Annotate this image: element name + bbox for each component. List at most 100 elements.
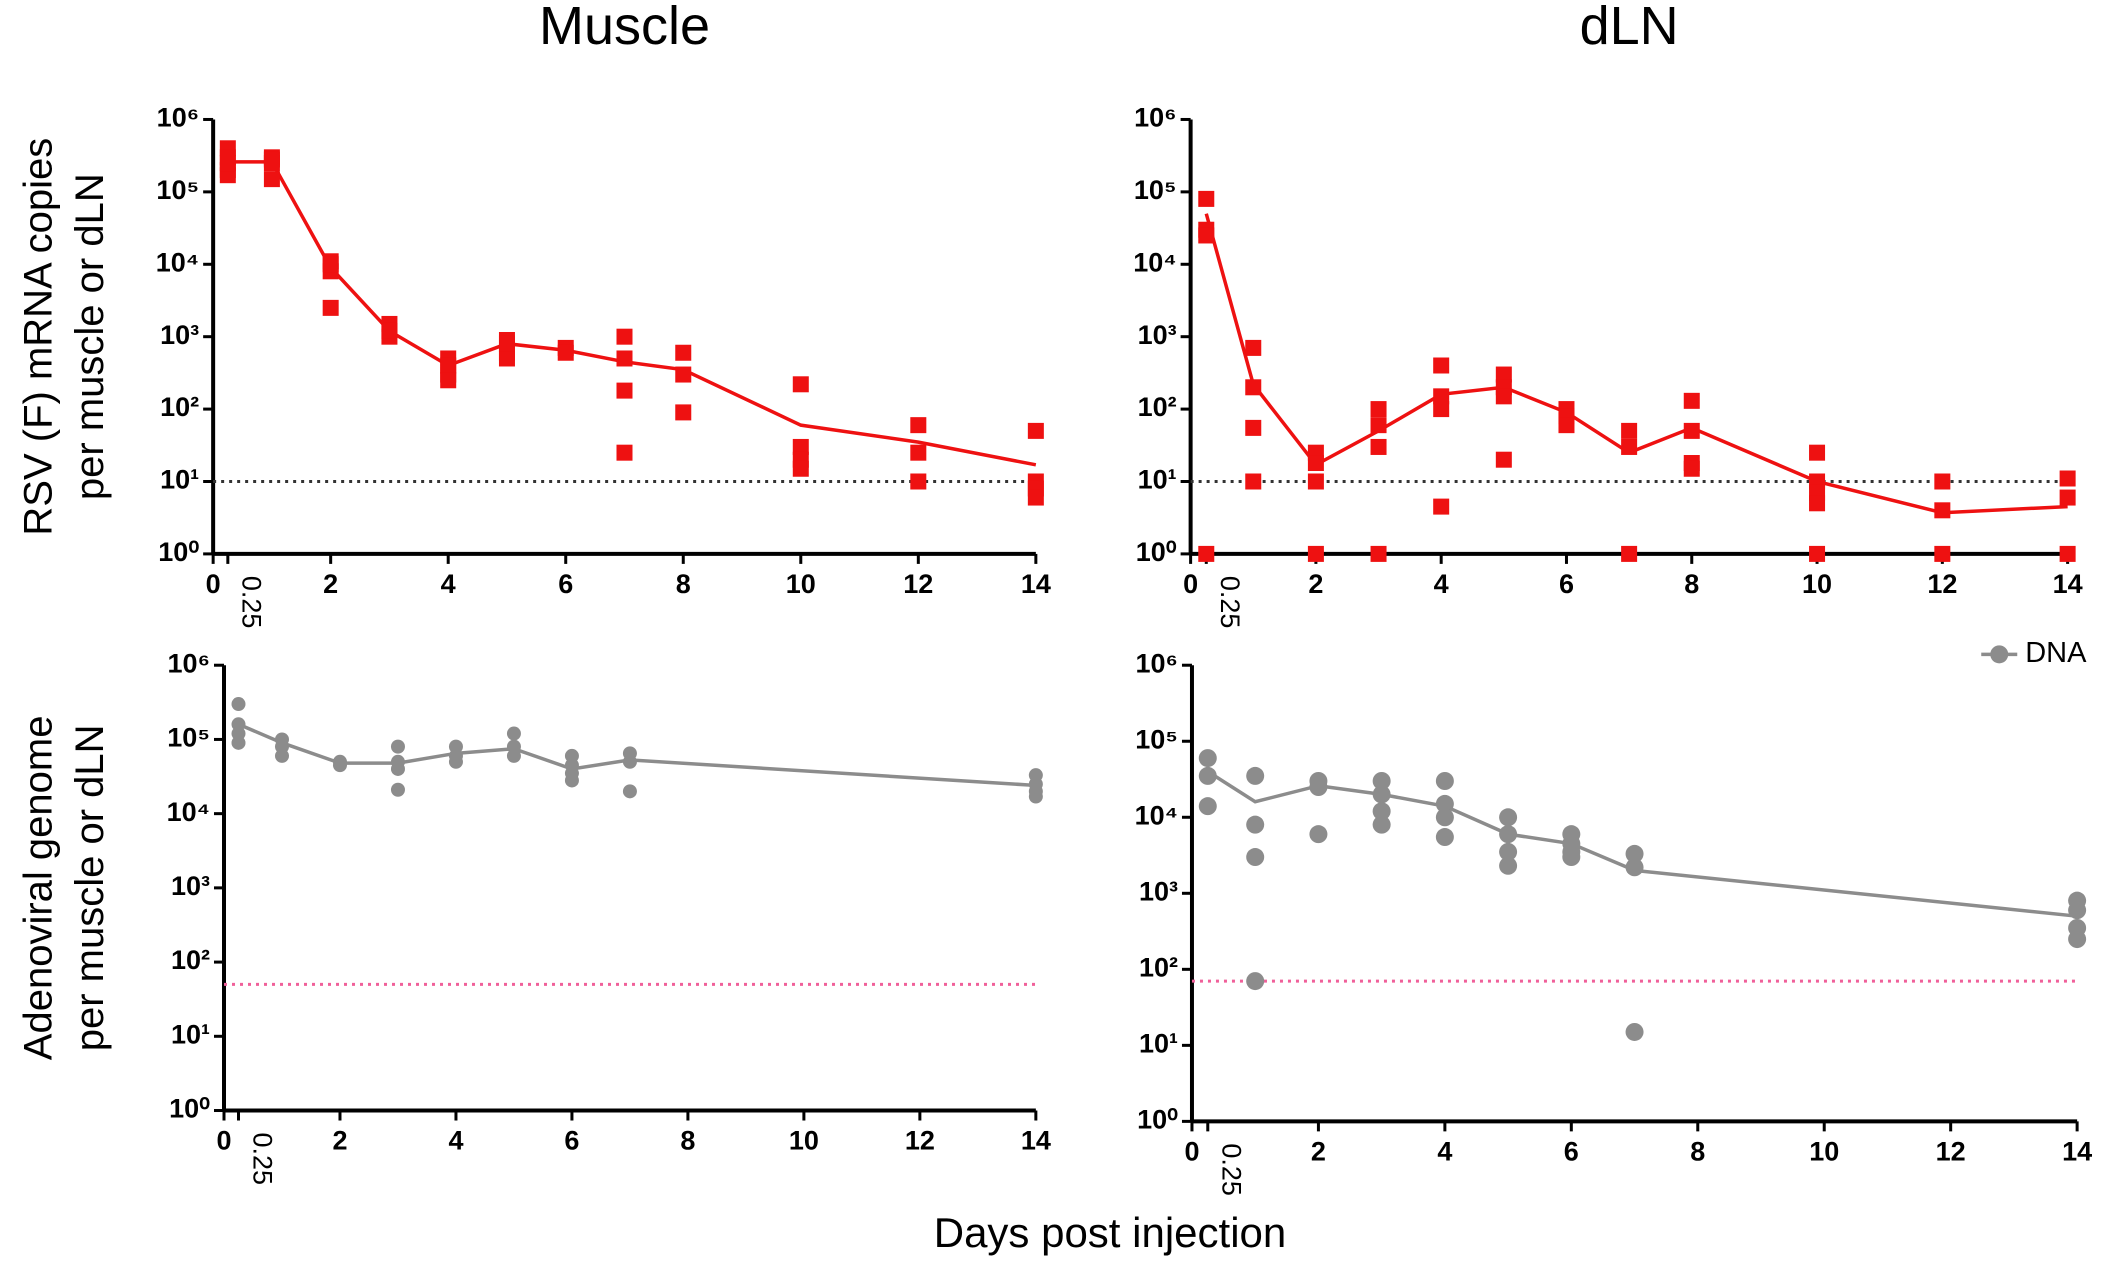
data-point [1370,401,1387,418]
mean-line [1204,213,2068,515]
data-point [792,460,809,477]
data-point [1245,339,1262,356]
data-point [1495,366,1512,383]
data-point [2059,489,2076,506]
y-tick-label: 10¹ [1139,1028,1178,1058]
data-point [1246,972,1265,991]
data-point [1621,422,1638,439]
data-point [1198,797,1217,816]
x-tick-label: 6 [1564,1137,1579,1167]
data-point [1246,815,1265,834]
mean-line [227,160,1037,467]
data-point [1435,808,1454,827]
y-tick-label: 10⁰ [1136,537,1177,567]
data-point [1435,828,1454,847]
y-axis-label: Adenoviral genome [16,716,60,1061]
x-tick-label: 8 [676,569,691,599]
data-point [1499,842,1518,861]
data-point [1372,772,1391,791]
data-point [1372,802,1391,821]
data-point [1245,379,1262,396]
data-point [616,350,633,367]
x-tick-label: 4 [441,569,456,599]
data-point [440,357,457,374]
data-point [1809,444,1826,461]
data-point [616,444,633,461]
y-tick-label: 10² [160,392,199,422]
data-point [219,155,236,172]
y-tick-label: 10⁵ [1134,175,1177,205]
data-point [1198,766,1217,785]
data-point [1198,545,1215,562]
data-point [1370,545,1387,562]
data-point [1683,460,1700,477]
x-tick-label: 8 [1684,569,1699,599]
data-point [2068,901,2087,920]
y-tick-label: 10³ [171,871,210,901]
y-tick-label: 10³ [160,320,199,350]
data-point [1309,778,1328,797]
data-point [1198,190,1215,207]
y-tick-label: 10⁶ [168,648,210,678]
x-tick-label: 0 [206,569,221,599]
data-point [1245,473,1262,490]
y-tick-label: 10⁴ [167,797,210,827]
y-tick-label: 10⁴ [1135,800,1178,830]
x-tick-label: 2 [1308,569,1323,599]
x-tick-label: 12 [1927,569,1957,599]
data-point [1934,545,1951,562]
data-point [1372,785,1391,804]
x-tick-label: 14 [2062,1137,2092,1167]
data-point [1625,858,1644,877]
data-point [1809,495,1826,512]
data-point [274,748,289,763]
x-tick-label: 0.25 [1217,1143,1247,1196]
data-point [1683,422,1700,439]
x-tick-label: 2 [1311,1137,1326,1167]
data-point [675,366,692,383]
y-tick-label: 10⁰ [169,1094,210,1124]
x-tick-label: 10 [1809,1137,1839,1167]
y-tick-label: 10⁶ [1136,648,1178,678]
data-point [1495,388,1512,405]
data-point [1435,772,1454,791]
y-axis-label: per muscle or dLN [68,724,112,1051]
x-tick-label: 0.25 [247,1133,277,1186]
x-tick-label: 14 [1021,569,1051,599]
data-point [1307,545,1324,562]
data-point [1625,844,1644,863]
y-axis-label: RSV (F) mRNA copies [16,138,60,536]
data-point [564,773,579,788]
data-point [390,782,405,797]
data-point [390,761,405,776]
data-point [1372,815,1391,834]
y-tick-label: 10⁴ [1133,247,1176,277]
y-tick-label: 10² [171,945,210,975]
data-point [1433,357,1450,374]
y-tick-label: 10⁵ [167,723,210,753]
y-tick-label: 10¹ [171,1019,210,1049]
data-point [616,328,633,345]
x-tick-label: 0.25 [1215,576,1245,629]
data-point [1625,1022,1644,1041]
legend-label: DNA [2025,637,2087,669]
data-point [322,299,339,316]
data-point [322,256,339,273]
data-point [2068,930,2087,949]
data-point [2059,545,2076,562]
data-point [1499,856,1518,875]
mean-line [1206,770,2078,918]
data-point [1433,388,1450,405]
data-point [792,438,809,455]
data-point [231,697,246,712]
x-tick-label: 14 [2053,569,2083,599]
data-point [1027,489,1044,506]
y-tick-label: 10³ [1139,876,1178,906]
data-point [1433,498,1450,515]
x-tick-label: 0.25 [237,576,267,629]
x-tick-label: 8 [1690,1137,1705,1167]
x-tick-label: 14 [1021,1126,1051,1156]
x-tick-label: 8 [680,1126,695,1156]
x-tick-label: 4 [1434,569,1449,599]
data-point [219,167,236,184]
